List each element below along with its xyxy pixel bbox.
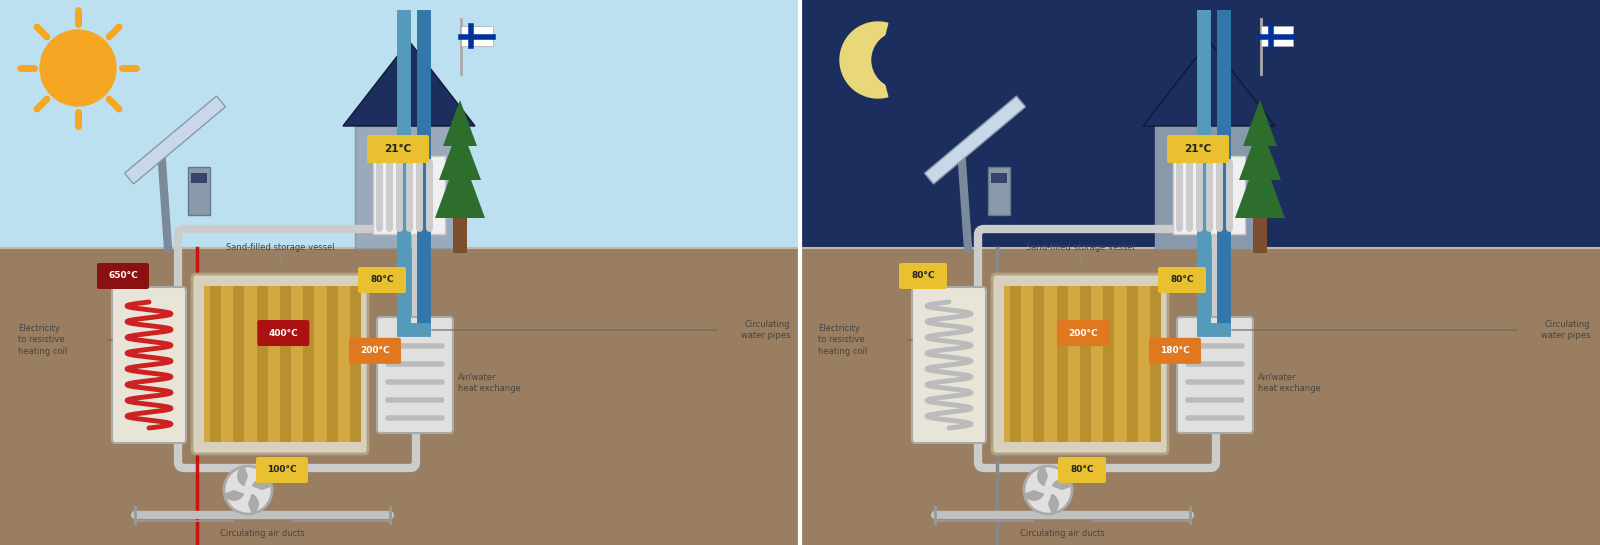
FancyBboxPatch shape — [349, 338, 402, 364]
Bar — [210, 286, 221, 442]
Polygon shape — [1142, 41, 1275, 126]
Text: Electricity
to resistive
heating coil: Electricity to resistive heating coil — [18, 324, 67, 356]
Text: Circulating air ducts: Circulating air ducts — [221, 529, 306, 538]
FancyBboxPatch shape — [378, 317, 453, 433]
FancyBboxPatch shape — [899, 263, 947, 289]
Wedge shape — [237, 465, 248, 486]
Polygon shape — [1238, 124, 1282, 180]
Bar — [280, 286, 291, 442]
Wedge shape — [224, 490, 245, 501]
Bar — [234, 286, 245, 442]
Bar — [800, 0, 1600, 248]
Bar — [1261, 26, 1293, 46]
Bar — [304, 286, 314, 442]
Text: 180°C: 180°C — [1160, 346, 1190, 355]
Text: Air/water
heat exchange: Air/water heat exchange — [1258, 373, 1320, 393]
Bar — [989, 167, 1010, 215]
Text: 100°C: 100°C — [267, 465, 298, 475]
Bar — [800, 248, 1600, 545]
Text: Sand-filled storage vessel: Sand-filled storage vessel — [226, 243, 334, 252]
Wedge shape — [1024, 490, 1045, 501]
Text: 80°C: 80°C — [912, 271, 934, 281]
FancyBboxPatch shape — [912, 287, 986, 443]
Text: Circulating
water pipes: Circulating water pipes — [1541, 319, 1590, 341]
Bar — [1253, 215, 1267, 253]
Bar — [990, 173, 1006, 183]
Polygon shape — [443, 100, 477, 146]
FancyBboxPatch shape — [1149, 338, 1202, 364]
Bar — [453, 215, 467, 253]
FancyBboxPatch shape — [1058, 457, 1106, 483]
Polygon shape — [1243, 100, 1277, 146]
Polygon shape — [1235, 150, 1285, 218]
Wedge shape — [1048, 494, 1059, 514]
Bar — [1010, 286, 1021, 442]
Bar — [1056, 286, 1067, 442]
Wedge shape — [1051, 479, 1072, 490]
Bar — [461, 26, 493, 46]
FancyBboxPatch shape — [1178, 317, 1253, 433]
FancyBboxPatch shape — [366, 135, 429, 163]
Text: 650°C: 650°C — [109, 271, 138, 281]
Bar — [1104, 286, 1114, 442]
Bar — [1150, 286, 1162, 442]
Text: Air/water
heat exchange: Air/water heat exchange — [458, 373, 520, 393]
Bar — [256, 286, 267, 442]
FancyBboxPatch shape — [1058, 320, 1109, 346]
Bar — [0, 248, 800, 545]
FancyBboxPatch shape — [1158, 267, 1206, 293]
FancyBboxPatch shape — [1166, 135, 1229, 163]
Bar — [373, 156, 445, 234]
Text: 200°C: 200°C — [360, 346, 390, 355]
FancyBboxPatch shape — [98, 263, 149, 289]
Polygon shape — [125, 96, 226, 184]
Text: 80°C: 80°C — [370, 276, 394, 284]
Bar — [1126, 286, 1138, 442]
Text: 400°C: 400°C — [269, 329, 298, 337]
Bar — [189, 167, 210, 215]
Polygon shape — [925, 96, 1026, 184]
Bar — [326, 286, 338, 442]
Bar — [1173, 156, 1245, 234]
Text: Circulating
water pipes: Circulating water pipes — [741, 319, 790, 341]
Bar — [0, 0, 800, 248]
Bar — [1080, 286, 1091, 442]
Bar — [350, 286, 362, 442]
FancyBboxPatch shape — [258, 320, 309, 346]
Bar — [1005, 286, 1155, 442]
FancyBboxPatch shape — [112, 287, 186, 443]
Text: 21°C: 21°C — [1184, 144, 1211, 154]
Polygon shape — [435, 150, 485, 218]
Text: Sand-filled storage vessel: Sand-filled storage vessel — [1026, 243, 1134, 252]
Text: Circulating air ducts: Circulating air ducts — [1021, 529, 1106, 538]
FancyBboxPatch shape — [358, 267, 406, 293]
Polygon shape — [342, 41, 475, 126]
Text: Electricity
to resistive
heating coil: Electricity to resistive heating coil — [818, 324, 867, 356]
FancyBboxPatch shape — [256, 457, 307, 483]
Wedge shape — [248, 494, 259, 514]
Circle shape — [224, 466, 272, 514]
Polygon shape — [438, 124, 482, 180]
Bar — [355, 126, 462, 248]
Circle shape — [872, 32, 928, 88]
Circle shape — [40, 30, 115, 106]
Wedge shape — [840, 22, 888, 98]
Wedge shape — [1037, 465, 1048, 486]
Bar — [205, 286, 355, 442]
Bar — [1034, 286, 1045, 442]
Bar — [190, 173, 206, 183]
Text: 80°C: 80°C — [1070, 465, 1094, 475]
Text: 80°C: 80°C — [1170, 276, 1194, 284]
Wedge shape — [251, 479, 272, 490]
Circle shape — [1024, 466, 1072, 514]
Text: 200°C: 200°C — [1069, 329, 1098, 337]
FancyBboxPatch shape — [192, 274, 368, 454]
FancyBboxPatch shape — [992, 274, 1168, 454]
Text: 21°C: 21°C — [384, 144, 411, 154]
Bar — [1155, 126, 1262, 248]
